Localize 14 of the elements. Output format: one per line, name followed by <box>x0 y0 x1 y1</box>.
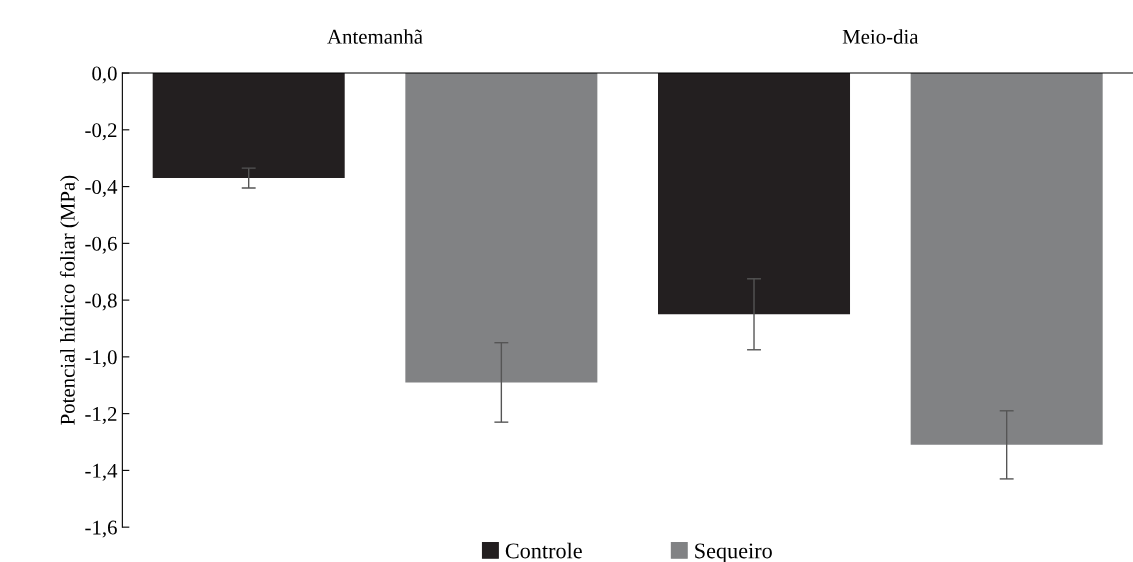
legend-label: Controle <box>505 542 582 559</box>
y-tick-label: 0,0 <box>92 66 117 84</box>
y-tick-label: -1,2 <box>85 407 117 425</box>
y-tick-label: -1,4 <box>85 463 118 481</box>
legend-label: Sequeiro <box>695 543 772 562</box>
y-tick-label: -1,6 <box>85 520 117 538</box>
x-tick-label: Meio-dia <box>842 29 919 44</box>
y-tick-label: -0,4 <box>85 179 118 198</box>
x-tick-label: Antemanhã <box>327 29 423 44</box>
y-tick-label: -0,2 <box>85 123 117 141</box>
y-tick-label: -1,0 <box>85 350 117 368</box>
y-tick-label: -0,6 <box>85 236 117 254</box>
y-tick-label: -0,8 <box>85 293 117 311</box>
y-axis-title: Potencial hídrico foliar (MPa) <box>59 175 79 425</box>
